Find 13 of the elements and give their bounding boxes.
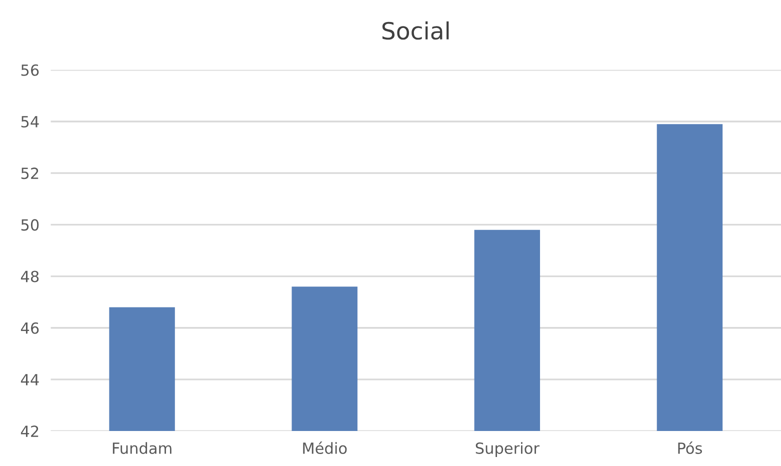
y-tick-label: 52 (21, 168, 38, 180)
y-tick-label: 50 (21, 219, 39, 231)
chart-title: Social (382, 21, 449, 40)
y-tick-label: 42 (20, 426, 38, 437)
y-tick-label: 56 (21, 64, 39, 76)
y-tick-label: 46 (20, 322, 39, 334)
x-tick-label: Superior (476, 442, 540, 457)
x-tick-label: Fundam (112, 442, 172, 454)
x-tick-label: Médio (303, 442, 347, 454)
y-tick-label: 44 (20, 374, 39, 386)
y-tick-label: 54 (21, 116, 39, 128)
y-tick-label: 48 (20, 270, 39, 282)
x-tick-label: Pós (678, 442, 702, 454)
